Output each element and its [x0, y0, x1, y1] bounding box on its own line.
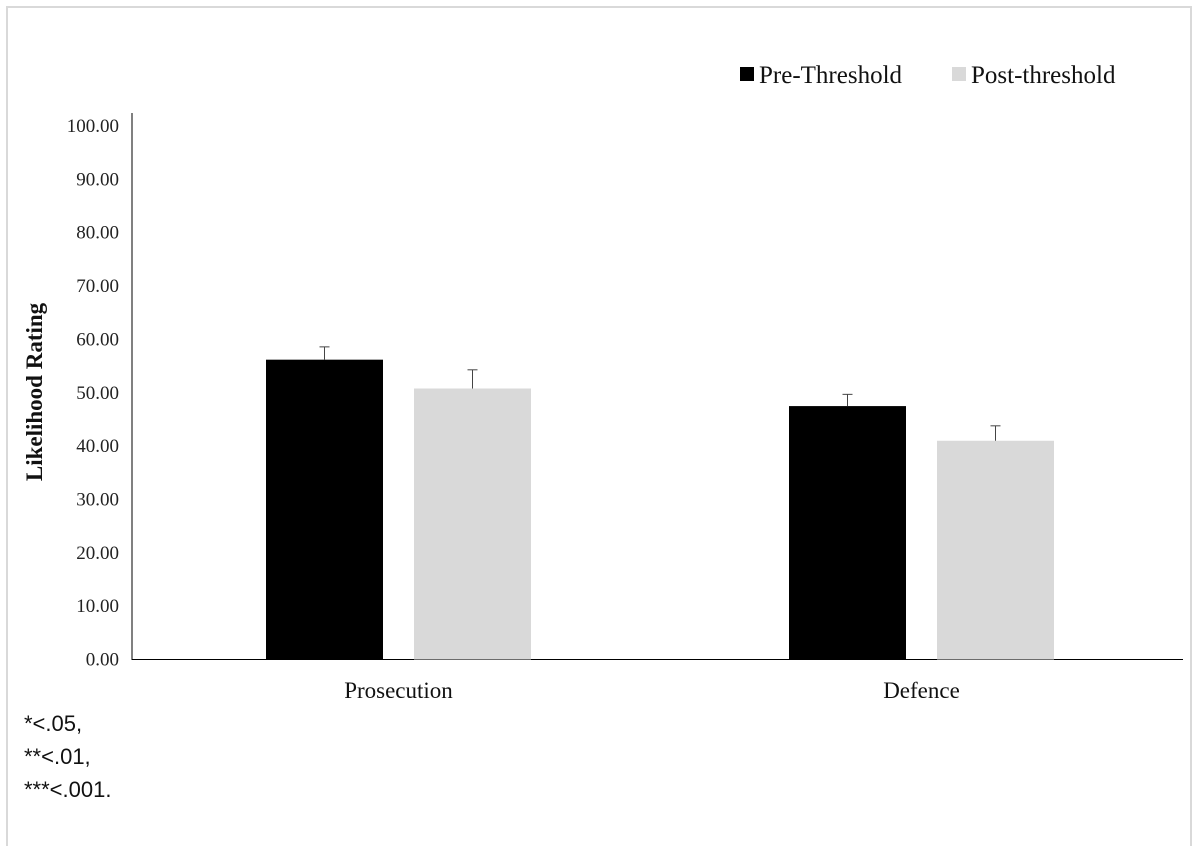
legend-swatch-post-threshold — [952, 67, 966, 81]
bar-chart: 0.00 10.00 20.00 30.00 40.00 50.00 60.00 70.00 8… — [22, 62, 1183, 700]
y-tick-labels: 0.00 10.00 20.00 30.00 40.00 50.00 60.00 70.00 8… — [67, 116, 119, 671]
bar-defence-post-threshold — [937, 440, 1054, 660]
y-tick-label: 60.00 — [76, 329, 119, 350]
y-tick-label: 80.00 — [76, 223, 119, 244]
bar-prosecution-post-threshold — [414, 388, 531, 660]
y-tick-label: 90.00 — [76, 169, 119, 190]
y-tick-label: 50.00 — [76, 383, 119, 404]
y-tick-label: 30.00 — [76, 489, 119, 510]
y-tick-label: 40.00 — [76, 436, 119, 457]
note-line: ***<.001. — [24, 777, 112, 802]
legend: Pre-Threshold Post-threshold — [740, 62, 1116, 89]
bar-prosecution-pre-threshold — [266, 359, 383, 660]
legend-swatch-pre-threshold — [740, 67, 754, 81]
bar-defence-pre-threshold — [789, 406, 906, 660]
legend-label-pre-threshold: Pre-Threshold — [759, 62, 903, 89]
y-axis-label: Likelihood Rating — [22, 302, 47, 481]
y-tick-label: 70.00 — [76, 276, 119, 297]
x-category-label: Prosecution — [344, 678, 453, 700]
note-line: *<.05, — [24, 711, 83, 736]
y-tick-label: 10.00 — [76, 596, 119, 617]
significance-notes: *<.05, **<.01, ***<.001. — [24, 707, 111, 806]
y-tick-label: 0.00 — [86, 650, 119, 671]
x-category-label: Defence — [883, 678, 960, 700]
y-tick-label: 100.00 — [67, 116, 119, 137]
category-labels: Prosecution Defence — [344, 678, 960, 700]
legend-label-post-threshold: Post-threshold — [971, 62, 1116, 89]
note-line: **<.01, — [24, 744, 91, 769]
bars — [266, 346, 1054, 660]
y-tick-label: 20.00 — [76, 543, 119, 564]
